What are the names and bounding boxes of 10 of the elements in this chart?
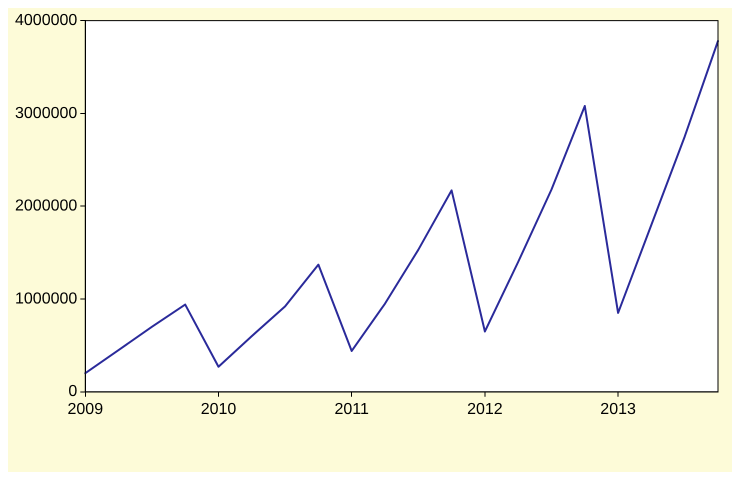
y-tick-label: 4000000 [14,12,78,30]
y-tick-label: 1000000 [14,290,78,308]
y-tick-label: 2000000 [14,198,78,215]
y-tick-label: 0 [68,383,78,400]
x-tick-label: 2011 [334,400,369,418]
x-tick-label: 2013 [600,400,636,418]
x-tick-label: 2012 [467,400,503,418]
x-tick-label: 2009 [67,400,104,418]
x-tick-label: 2010 [200,400,236,418]
y-tick-label: 3000000 [14,104,78,122]
